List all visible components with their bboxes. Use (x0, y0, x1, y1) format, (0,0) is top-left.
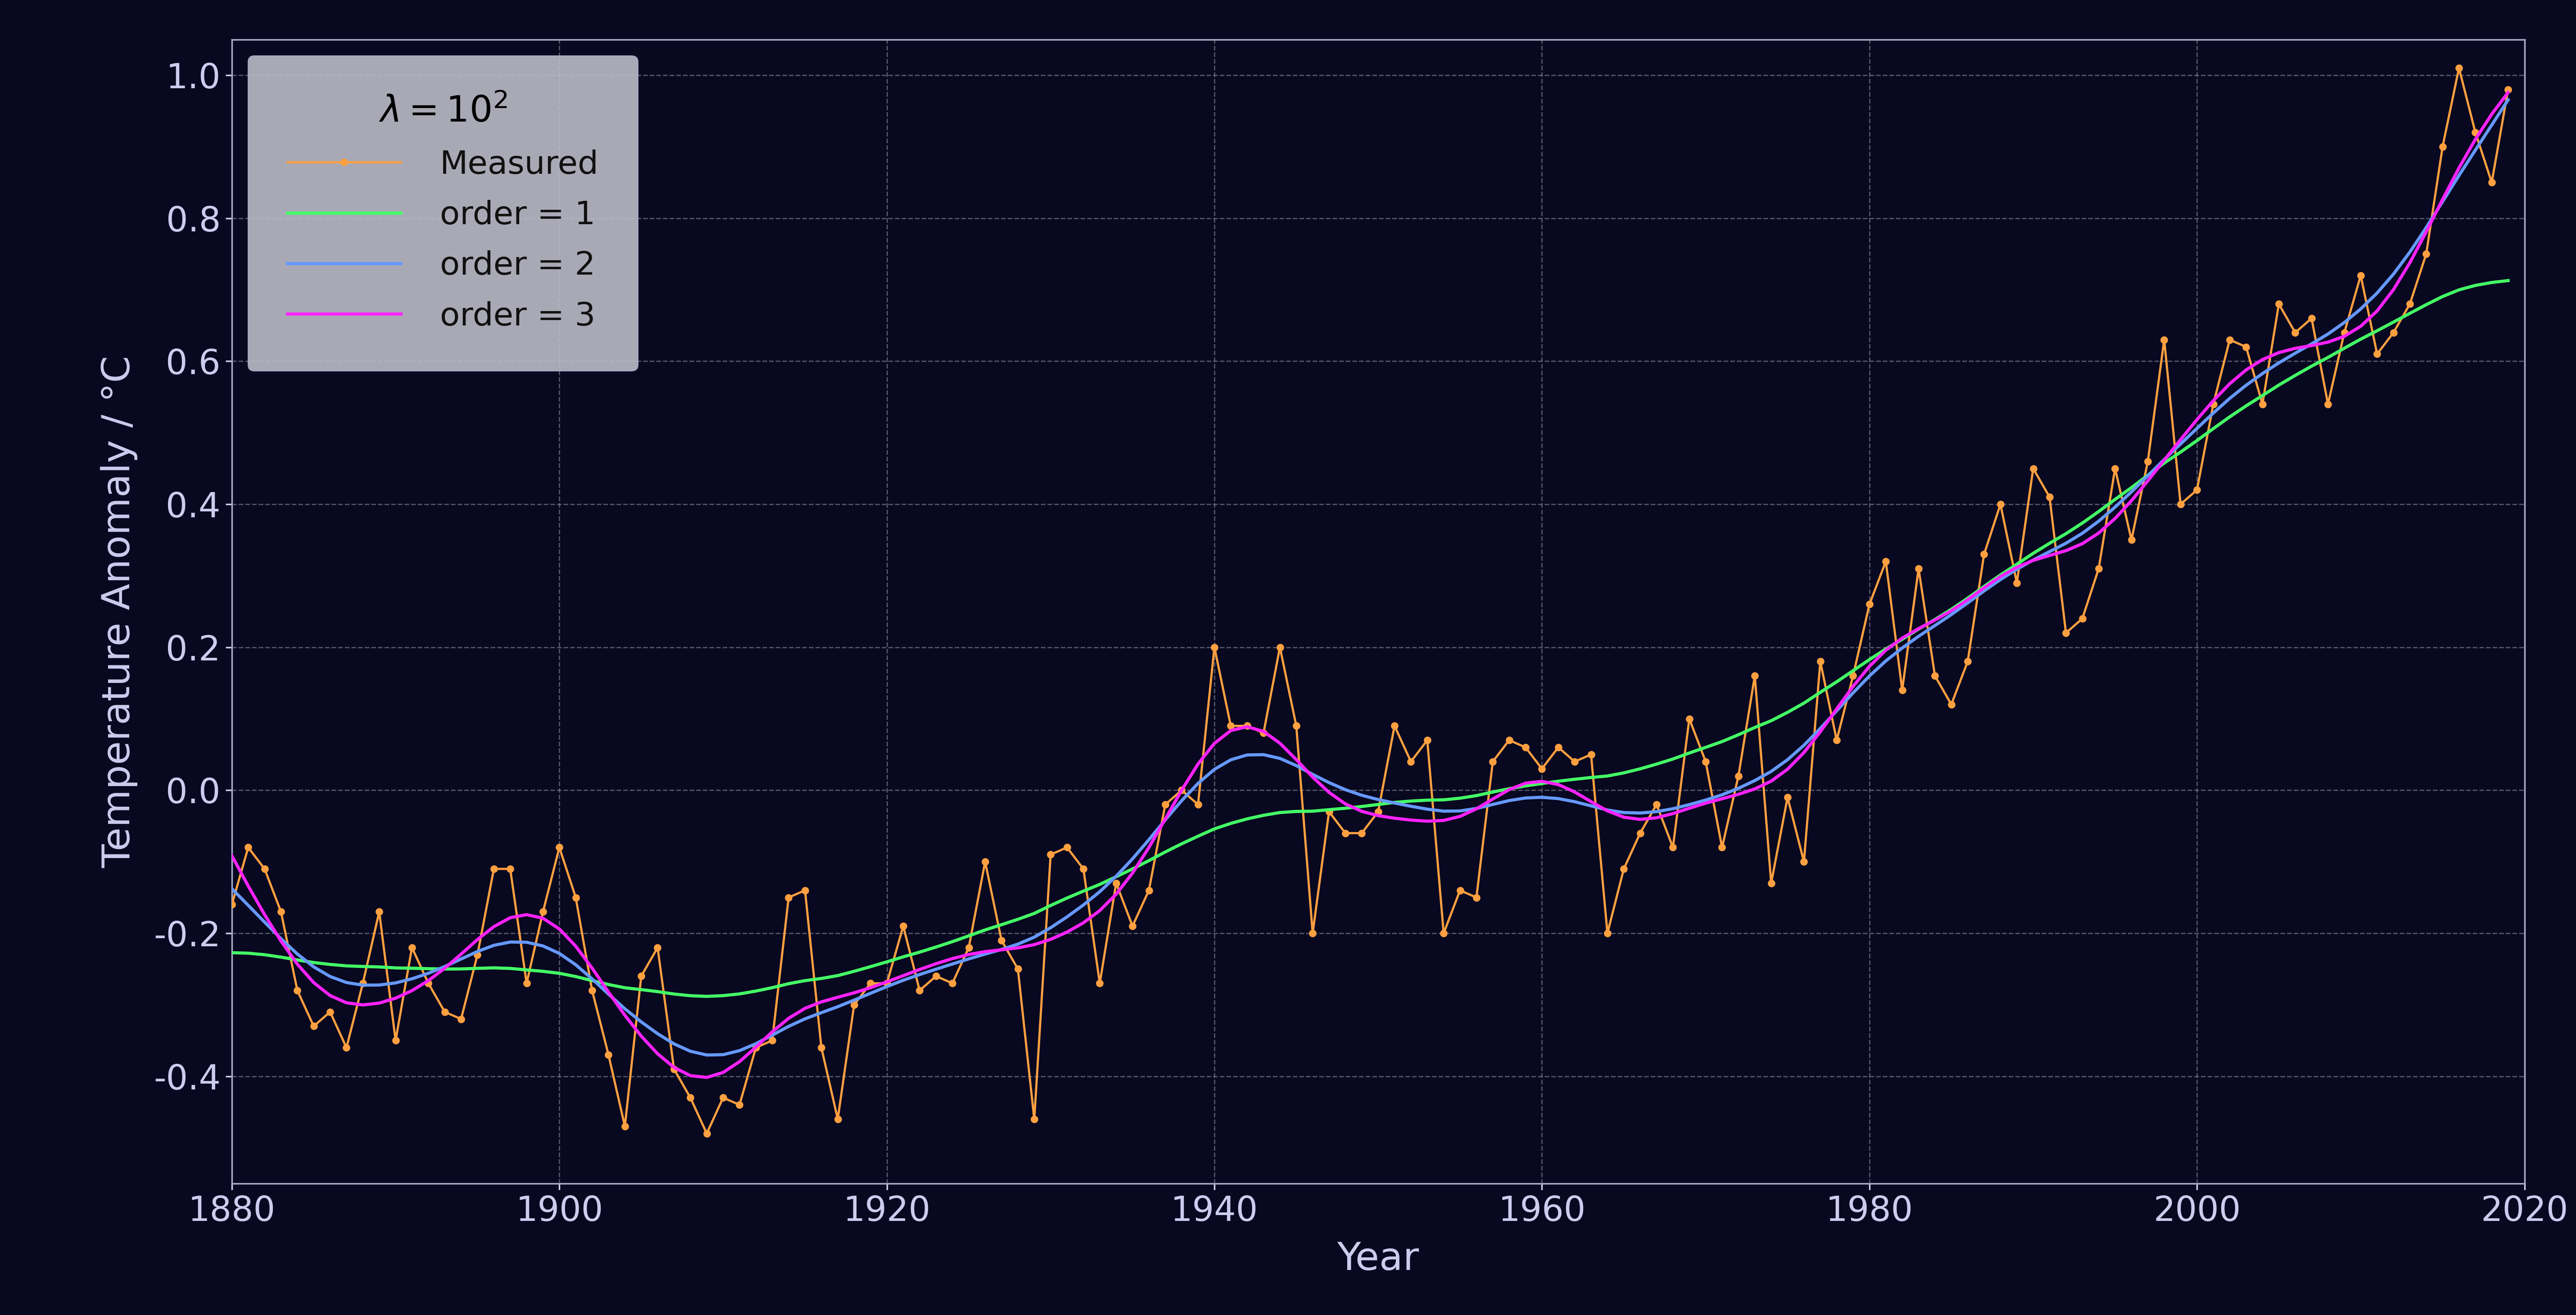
Measured (216, 897, 247, 913)
Legend: Measured, order = 1, order = 2, order = 3: Measured, order = 1, order = 2, order = … (247, 55, 639, 371)
order = 3 (1363, 807, 1394, 823)
Measured (1182, 797, 1213, 813)
X-axis label: Year: Year (1337, 1240, 1419, 1278)
order = 2 (690, 1047, 721, 1063)
order = 3 (299, 974, 330, 990)
order = 1 (626, 982, 657, 998)
Measured (446, 1011, 477, 1027)
order = 3 (690, 1069, 721, 1085)
order = 2 (2494, 92, 2524, 108)
order = 2 (626, 1014, 657, 1030)
order = 3 (2494, 84, 2524, 100)
order = 1 (690, 989, 721, 1005)
Measured (2494, 82, 2524, 97)
Y-axis label: Temperature Anomaly / °C: Temperature Anomaly / °C (100, 355, 137, 868)
order = 1 (2476, 275, 2506, 291)
order = 2 (1363, 792, 1394, 807)
Measured (690, 1126, 721, 1141)
Line: order = 1: order = 1 (232, 280, 2509, 997)
order = 2 (299, 959, 330, 974)
Line: order = 2: order = 2 (232, 100, 2509, 1055)
order = 3 (626, 1028, 657, 1044)
Measured (1363, 803, 1394, 819)
order = 3 (348, 997, 379, 1013)
Line: order = 3: order = 3 (232, 92, 2509, 1077)
order = 3 (446, 947, 477, 963)
order = 1 (1363, 797, 1394, 813)
Measured (626, 968, 657, 984)
Line: Measured: Measured (229, 64, 2512, 1137)
Measured (2445, 60, 2476, 76)
order = 1 (2494, 272, 2524, 288)
order = 1 (299, 955, 330, 970)
order = 2 (2476, 117, 2506, 133)
order = 3 (2476, 107, 2506, 122)
order = 1 (348, 959, 379, 974)
order = 3 (216, 848, 247, 864)
order = 1 (216, 944, 247, 960)
order = 2 (446, 951, 477, 967)
Measured (299, 1018, 330, 1034)
Measured (348, 976, 379, 992)
order = 2 (216, 881, 247, 897)
order = 1 (446, 961, 477, 977)
order = 2 (348, 977, 379, 993)
